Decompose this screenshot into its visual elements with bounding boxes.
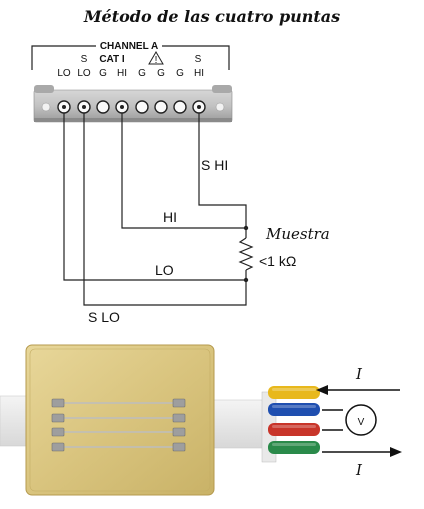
terminal-label-g1: G	[99, 68, 107, 79]
channel-label: CHANNEL A	[100, 41, 158, 52]
wire-s-hi	[198, 113, 247, 228]
channel-bracket	[31, 45, 230, 70]
wire-leads	[268, 386, 320, 454]
socket-g4	[173, 100, 187, 114]
socket-g3	[154, 100, 168, 114]
wire-label-s-hi: S HI	[201, 157, 228, 173]
terminal-label-s-hi: HI	[194, 68, 204, 79]
terminal-label-g4: G	[176, 68, 184, 79]
current-label-bottom: I	[355, 461, 363, 479]
lead-green	[268, 441, 320, 454]
terminal-label-s-lo: LO	[77, 68, 91, 79]
current-label-top: I	[355, 365, 363, 383]
wire-lo	[63, 113, 246, 281]
terminal-sockets	[57, 100, 206, 114]
sample-label: Muestra	[265, 225, 330, 243]
measurement-overlay	[316, 385, 402, 457]
terminal-label-g3: G	[157, 68, 165, 79]
mounting-hole-left	[41, 102, 51, 112]
pcb-board	[25, 344, 215, 496]
wire-label-lo: LO	[155, 262, 174, 278]
svg-text:!: !	[155, 55, 158, 66]
socket-g1	[96, 100, 110, 114]
lead-blue	[268, 403, 320, 416]
lead-red	[268, 423, 320, 436]
wire-s-lo	[83, 113, 247, 306]
mounting-hole-right	[215, 102, 225, 112]
wire-label-s-lo: S LO	[88, 309, 120, 325]
wire-label-hi: HI	[163, 209, 177, 225]
socket-g2	[135, 100, 149, 114]
terminal-top-label-1: S	[81, 54, 88, 65]
voltmeter-icon	[345, 404, 377, 436]
terminal-top-label-2: S	[195, 54, 202, 65]
page-title: Método de las cuatro puntas	[83, 7, 340, 26]
terminal-label-hi: HI	[117, 68, 127, 79]
wire-hi	[121, 113, 246, 229]
resistor-icon	[238, 237, 254, 271]
warning-icon: !	[148, 51, 164, 66]
pcb-traces	[51, 398, 186, 452]
category-label: CAT I	[99, 54, 125, 65]
sample-resistance: <1 kΩ	[259, 253, 296, 269]
terminal-label-lo: LO	[57, 68, 71, 79]
terminal-label-g2: G	[138, 68, 146, 79]
wire-paths	[63, 113, 254, 306]
wire-junctions	[243, 225, 249, 283]
lead-yellow	[268, 386, 320, 399]
voltmeter-label: V	[358, 417, 365, 428]
